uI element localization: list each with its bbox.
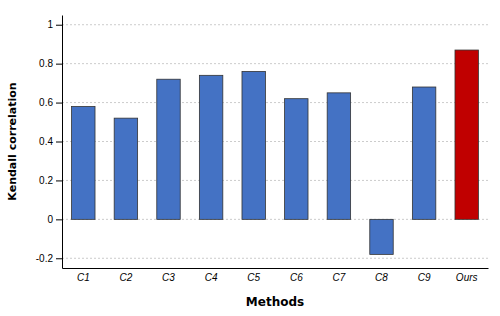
- x-tick: C9: [418, 272, 431, 283]
- y-tick: -0.2: [36, 253, 62, 264]
- x-tick-label: C9: [418, 272, 431, 283]
- y-tick: 0.8: [39, 58, 62, 69]
- x-tick-label: C8: [375, 272, 388, 283]
- bar: [412, 87, 435, 219]
- y-tick-mark: [56, 103, 62, 104]
- y-tick-label: 0.4: [39, 136, 53, 147]
- grid-line: [62, 63, 488, 64]
- y-tick-mark: [56, 180, 62, 181]
- y-axis: -0.2 0 0.2 0.4 0.6 0.8 1: [36, 16, 63, 269]
- y-tick-mark: [56, 64, 62, 65]
- bar: [199, 75, 222, 219]
- bar: [114, 118, 137, 219]
- y-tick-mark: [56, 25, 62, 26]
- bar: [285, 99, 308, 220]
- x-tick-label: C4: [205, 272, 218, 283]
- bar: [72, 106, 95, 219]
- x-tick-label: C2: [120, 272, 133, 283]
- x-tick: C4: [205, 272, 218, 283]
- x-tick-label: C7: [333, 272, 346, 283]
- grid: [62, 25, 488, 259]
- y-tick: 1: [47, 19, 62, 30]
- y-tick-label: 0: [47, 214, 53, 225]
- bar: [157, 79, 180, 219]
- y-tick-label: 0.6: [39, 97, 53, 108]
- bar: [455, 50, 478, 219]
- y-tick: 0.6: [39, 97, 62, 108]
- x-tick-label: Ours: [456, 272, 478, 283]
- chart: -0.2 0 0.2 0.4 0.6 0.8 1 C1 C2 C3 C4 C5 C6 C7 C8 C9 Ours…: [0, 0, 500, 316]
- x-tick-label: C3: [162, 272, 175, 283]
- x-tick: Ours: [456, 272, 478, 283]
- x-tick: C2: [120, 272, 133, 283]
- x-tick: C3: [162, 272, 175, 283]
- y-axis-line: [62, 16, 63, 269]
- bars: [72, 50, 479, 254]
- x-tick: C5: [247, 272, 260, 283]
- y-axis-title: Kendall correlation: [6, 82, 19, 200]
- x-axis: C1 C2 C3 C4 C5 C6 C7 C8 C9 Ours: [63, 269, 489, 284]
- grid-line: [62, 258, 488, 259]
- y-tick-label: 0.2: [39, 175, 53, 186]
- x-tick-label: C6: [290, 272, 303, 283]
- x-tick-label: C1: [77, 272, 90, 283]
- grid-line: [62, 24, 488, 25]
- y-tick: 0.4: [39, 136, 62, 147]
- bar: [327, 93, 350, 220]
- x-tick: C6: [290, 272, 303, 283]
- y-tick-mark: [56, 219, 62, 220]
- bar: [370, 219, 393, 254]
- x-tick: C8: [375, 272, 388, 283]
- y-tick-mark: [56, 258, 62, 259]
- y-tick-label: 0.8: [39, 58, 53, 69]
- y-tick-mark: [56, 142, 62, 143]
- x-axis-line: [63, 268, 489, 269]
- y-tick-label: 1: [47, 19, 53, 30]
- x-tick: C1: [77, 272, 90, 283]
- x-tick-label: C5: [247, 272, 260, 283]
- x-axis-title: Methods: [246, 295, 304, 309]
- x-tick: C7: [333, 272, 346, 283]
- plot: -0.2 0 0.2 0.4 0.6 0.8 1 C1 C2 C3 C4 C5 C6 C7 C8 C9 Ours: [36, 16, 489, 284]
- bar: [242, 71, 265, 219]
- y-tick-label: -0.2: [36, 253, 54, 264]
- y-tick: 0.2: [39, 175, 62, 186]
- y-tick: 0: [47, 214, 62, 225]
